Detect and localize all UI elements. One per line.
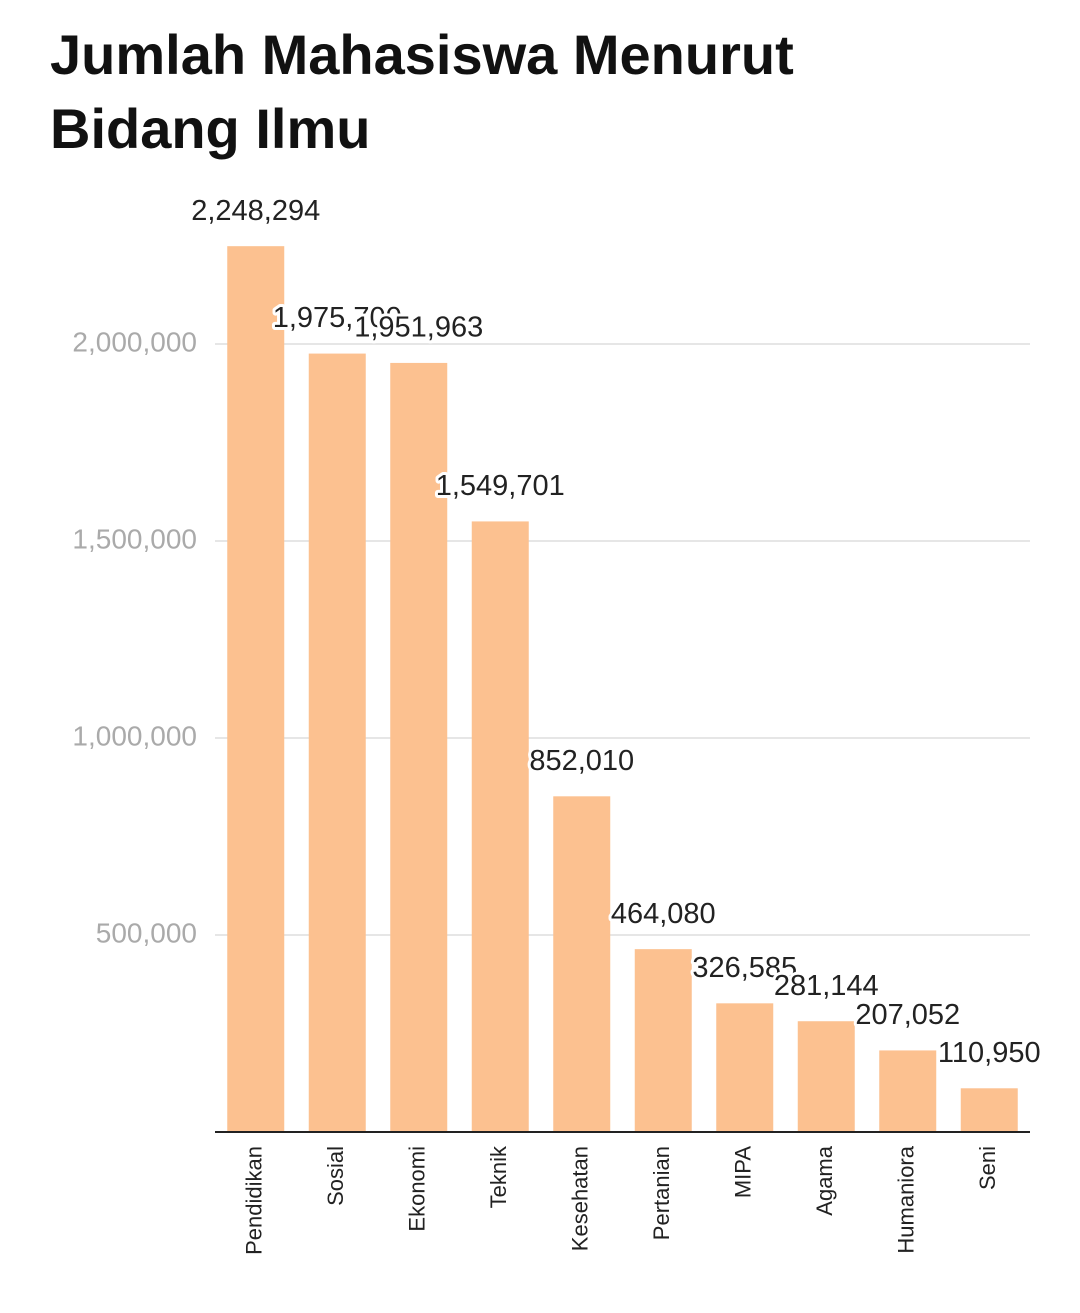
data-label: 326,585	[692, 952, 797, 984]
data-label: 110,950	[938, 1037, 1041, 1069]
data-label: 281,144	[774, 970, 879, 1002]
data-label: 2,248,294	[191, 195, 320, 227]
bar	[227, 246, 285, 1132]
y-tick-label: 1,000,000	[72, 720, 197, 751]
bar	[308, 353, 366, 1132]
y-tick-label: 1,500,000	[72, 523, 197, 554]
chart-title: Jumlah Mahasiswa Menurut Bidang Ilmu	[50, 23, 794, 160]
y-tick-label: 500,000	[96, 917, 197, 948]
x-tick-label: Teknik	[486, 1145, 511, 1208]
x-tick-label: Humaniora	[894, 1145, 919, 1253]
bar	[960, 1088, 1018, 1132]
data-label: 1,951,963	[354, 312, 483, 344]
x-tick-label: Agama	[812, 1145, 837, 1215]
x-tick-label: Seni	[975, 1146, 1000, 1190]
data-label: 207,052	[855, 999, 960, 1031]
bar	[879, 1050, 937, 1132]
x-tick-label: Pertanian	[649, 1146, 674, 1240]
x-tick-label: Pendidikan	[242, 1146, 267, 1255]
bar	[797, 1021, 855, 1132]
bar	[390, 362, 448, 1132]
data-label: 464,080	[611, 898, 716, 930]
data-label: 852,010	[529, 745, 634, 777]
y-tick-label: 2,000,000	[72, 326, 197, 357]
x-tick-label: Sosial	[323, 1146, 348, 1206]
data-label: 1,975,700	[273, 302, 402, 334]
bar	[553, 796, 611, 1132]
bar	[716, 1003, 774, 1132]
x-tick-label: Kesehatan	[568, 1146, 593, 1251]
bar	[634, 949, 692, 1132]
x-tick-label: MIPA	[731, 1146, 756, 1198]
data-label: 1,549,701	[436, 470, 565, 502]
x-tick-label: Ekonomi	[405, 1146, 430, 1232]
bar	[471, 521, 529, 1132]
